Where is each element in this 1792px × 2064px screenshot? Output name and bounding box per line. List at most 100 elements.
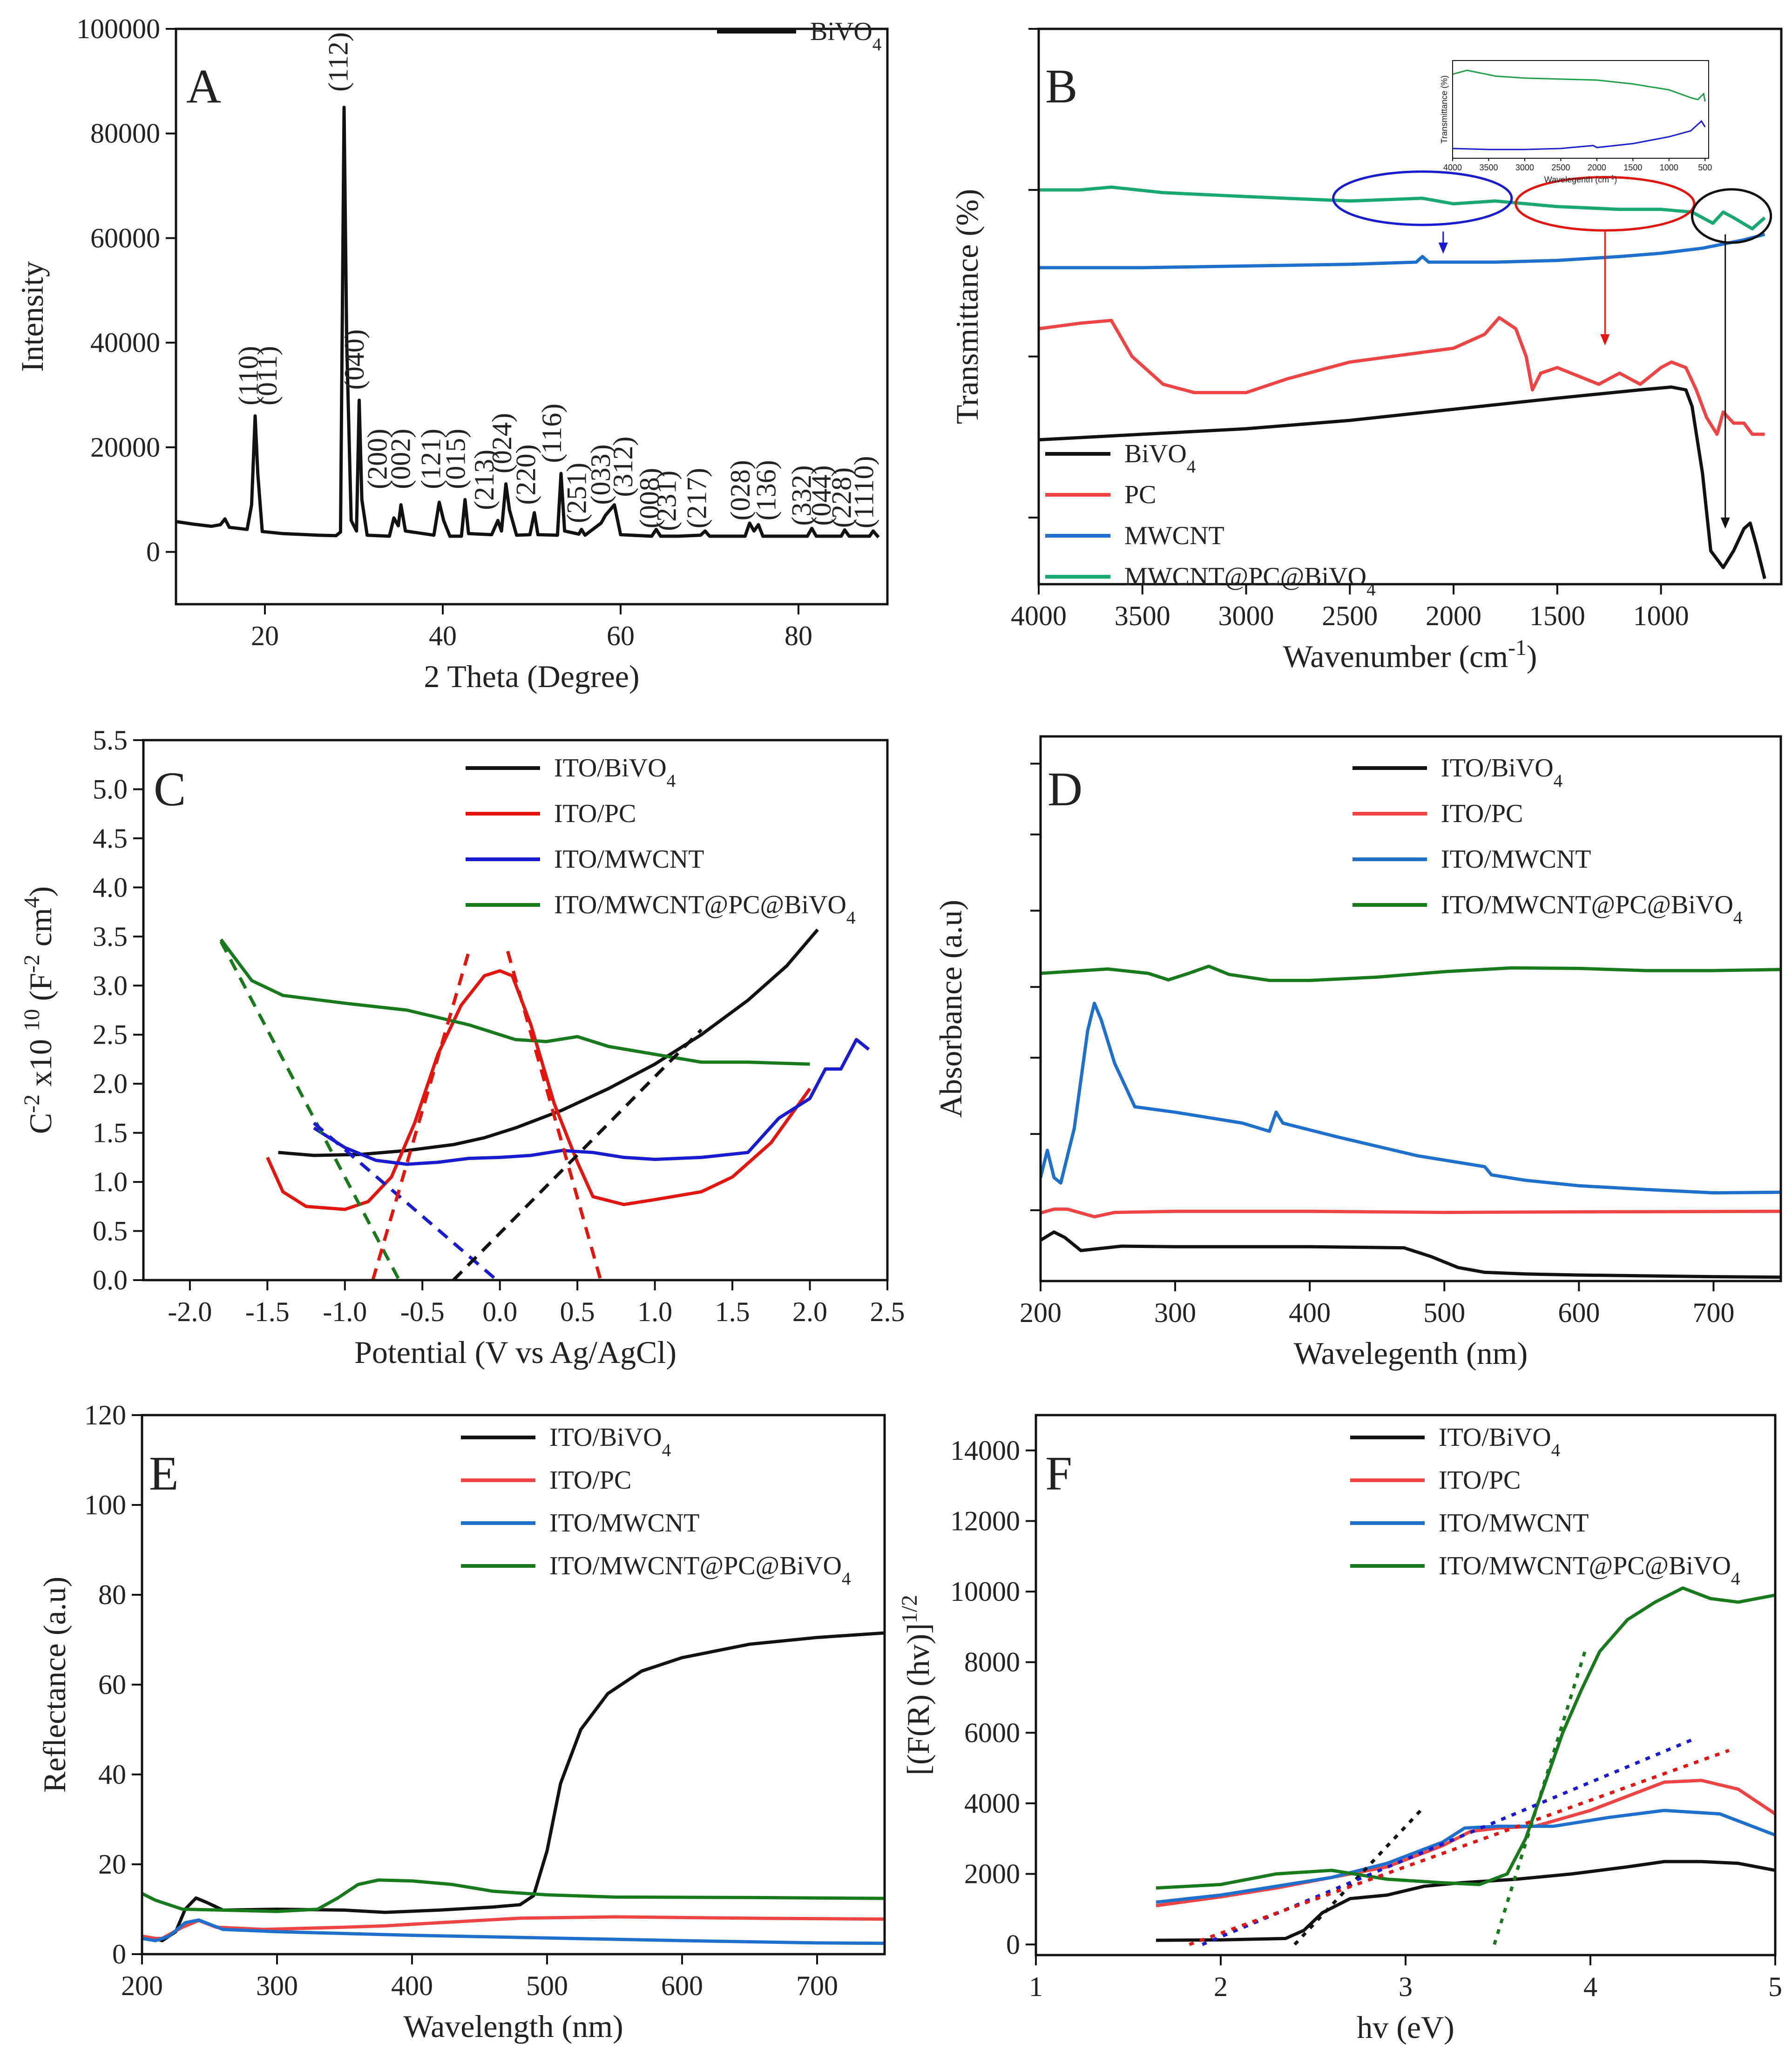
- peak-label: (213): [469, 450, 500, 510]
- legend-label: MWCNT@PC@BiVO4: [1124, 562, 1376, 600]
- x-tick-label: 2500: [1322, 600, 1378, 631]
- x-tick-label: 400: [391, 1970, 433, 2001]
- x-tick-label: 1000: [1633, 600, 1689, 631]
- legend-label: ITO/PC: [549, 1466, 631, 1495]
- x-tick-label: 4000: [1011, 600, 1067, 631]
- legend-label: ITO/PC: [1439, 1466, 1521, 1495]
- series-line-ito-mwcnt-pc-bivo4: [1156, 1586, 1775, 1890]
- legend-label: MWCNT: [1124, 521, 1224, 550]
- chart-b: 4000 3500 3000 2500 2000 1500 1000 Wavenumber (…: [949, 27, 1783, 674]
- inset-x-tick-label: 3500: [1479, 163, 1498, 172]
- chart-d: 200 300 400 500 600 700 Wavelegenth (nm) Absorb…: [933, 735, 1782, 1371]
- chart-panel-b: 4000 3500 3000 2500 2000 1500 1000 Wavenumber (…: [949, 27, 1783, 674]
- x-axis-label: Wavenumber (cm-1): [1283, 636, 1537, 674]
- y-tick-label: 0.5: [93, 1216, 128, 1247]
- y-axis-label: [(F(R) (hv)]1/2: [898, 1595, 936, 1775]
- peak-label: (015): [440, 429, 471, 489]
- peak-label: (040): [339, 329, 370, 390]
- panel-letter: B: [1045, 60, 1077, 113]
- series-line-ito-bivo4: [278, 928, 819, 1157]
- legend-label: ITO/MWCNT@PC@BiVO4: [1439, 1551, 1740, 1589]
- x-tick-label: 600: [1558, 1297, 1600, 1328]
- y-tick-label: 0: [146, 537, 160, 567]
- y-tick-label: 12000: [950, 1505, 1020, 1536]
- y-tick-label: 5.0: [93, 774, 128, 804]
- peak-label: (231): [651, 471, 682, 531]
- series-line-ito-mwcnt-pc-bivo4: [219, 938, 810, 1066]
- y-tick-label: 0.0: [93, 1265, 128, 1295]
- series-line-ito-pc: [1041, 1207, 1781, 1219]
- x-tick-label: 2.5: [870, 1296, 905, 1327]
- y-axis-label: Intensity: [14, 261, 50, 372]
- x-tick-label: 0.0: [482, 1296, 517, 1327]
- tangent-line: [1293, 1806, 1426, 1946]
- peak-label: (251): [561, 463, 592, 523]
- inset-x-tick-label: 2000: [1588, 163, 1606, 172]
- peak-label: (033): [585, 445, 616, 505]
- peak-label: (1110): [848, 456, 879, 529]
- y-tick-label: 0: [112, 1939, 126, 1970]
- x-tick-label: 500: [1423, 1297, 1465, 1328]
- series-line-mwcnt-pc-bivo4: [1039, 185, 1766, 230]
- panel-letter: A: [186, 60, 221, 113]
- peak-label: (112): [323, 32, 354, 92]
- legend-label: ITO/MWCNT: [554, 845, 704, 874]
- y-tick-label: 20: [98, 1849, 126, 1880]
- series-line-ito-mwcnt: [313, 1038, 870, 1166]
- y-tick-label: 40: [98, 1759, 126, 1790]
- plot-area: [176, 106, 880, 539]
- series-line-bivo4: [176, 106, 880, 539]
- plot-area: [1156, 1586, 1775, 1946]
- series-line-ito-bivo4: [1156, 1860, 1775, 1942]
- y-tick-label: 0: [1006, 1929, 1020, 1960]
- tangent-line: [506, 951, 602, 1280]
- x-tick-label: 1.5: [715, 1296, 750, 1327]
- x-tick-label: 3: [1399, 1971, 1413, 2002]
- legend-label: ITO/MWCNT@PC@BiVO4: [554, 890, 856, 928]
- inset-x-axis-label: Wavelegenth (cm-1): [1544, 174, 1617, 184]
- x-tick-label: 2.0: [792, 1296, 827, 1327]
- x-tick-label: 0.5: [560, 1296, 595, 1327]
- chart-panel-c: -2.0 -1.5 -1.0 -0.5 0.0 0.5 1.0 1.5 2.0 2.5 0.0 0.5…: [20, 725, 905, 1370]
- x-tick-label: 1.0: [637, 1296, 672, 1327]
- peak-label: (228): [826, 467, 857, 528]
- legend-label: ITO/MWCNT: [549, 1509, 700, 1538]
- series-line-ito-mwcnt: [1041, 1001, 1781, 1194]
- legend-label: ITO/PC: [554, 799, 636, 828]
- plot-area: [142, 1631, 885, 1945]
- x-axis-label: Wavelength (nm): [403, 2009, 623, 2044]
- panel-letter: D: [1048, 762, 1082, 816]
- axes-frame: [175, 27, 889, 606]
- tangent-line: [452, 1028, 703, 1280]
- y-tick-label: 14000: [950, 1435, 1020, 1466]
- x-tick-label: 4: [1583, 1971, 1597, 2002]
- chart-panel-e: 200 300 400 500 600 700 0 20 40 60 80 100 120 Wavelen…: [37, 1400, 886, 2044]
- x-axis-label: Wavelegenth (nm): [1294, 1336, 1528, 1371]
- peak-label: (011): [252, 346, 283, 405]
- y-tick-label: 100000: [76, 13, 160, 44]
- series-line-ito-bivo4: [1041, 1230, 1781, 1279]
- x-tick-label: 1500: [1529, 600, 1585, 631]
- inset-x-tick-label: 4000: [1443, 163, 1462, 172]
- inset-series-line: [1452, 69, 1706, 102]
- panel-letter: F: [1045, 1447, 1072, 1500]
- x-tick-label: 400: [1289, 1297, 1331, 1328]
- legend-label: PC: [1124, 480, 1156, 509]
- peak-label: (002): [385, 429, 416, 489]
- chart-panel-d: 200 300 400 500 600 700 Wavelegenth (nm) Absorb…: [933, 735, 1782, 1371]
- series-line-ito-pc: [266, 969, 811, 1211]
- legend-label: BiVO4: [810, 17, 881, 54]
- highlight-ellipse: [1515, 176, 1696, 232]
- tangent-line: [1189, 1748, 1730, 1946]
- legend-label: BiVO4: [1124, 439, 1196, 477]
- inset-series-line: [1452, 120, 1706, 150]
- peak-label: (200): [362, 429, 393, 489]
- x-axis-label: Potential (V vs Ag/AgCl): [354, 1335, 676, 1370]
- y-tick-label: 4.5: [93, 823, 128, 854]
- legend-label: ITO/MWCNT@PC@BiVO4: [1441, 890, 1743, 928]
- axes-frame: [142, 739, 889, 1282]
- arrow-head: [1600, 334, 1610, 346]
- series-line-ito-bivo4: [142, 1631, 885, 1943]
- panel-letter: E: [149, 1447, 179, 1500]
- chart-a: 20 40 60 80 0 20000 40000 60000 80000 100000 2 The…: [14, 13, 889, 694]
